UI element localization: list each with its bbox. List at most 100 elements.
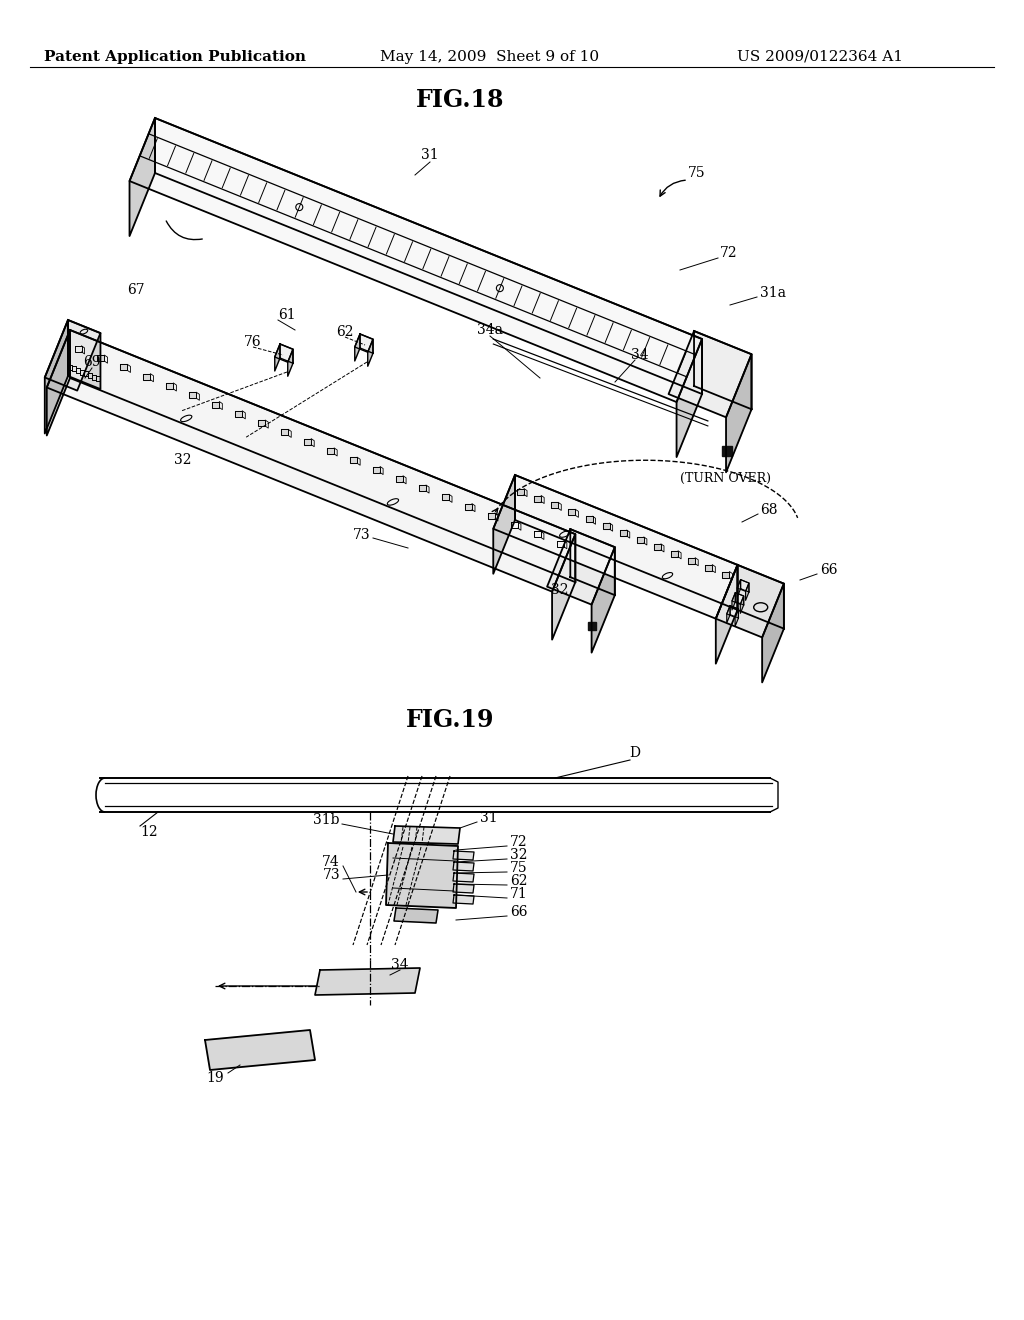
Polygon shape xyxy=(547,529,614,605)
Text: 62: 62 xyxy=(336,325,353,339)
Polygon shape xyxy=(315,968,420,995)
Polygon shape xyxy=(97,355,104,362)
Text: 68: 68 xyxy=(760,503,777,517)
Text: 12: 12 xyxy=(140,825,158,840)
Polygon shape xyxy=(677,339,702,457)
Polygon shape xyxy=(354,334,360,360)
Text: 72: 72 xyxy=(510,836,527,849)
Polygon shape xyxy=(735,609,738,626)
Polygon shape xyxy=(394,908,438,923)
Text: 75: 75 xyxy=(688,166,706,180)
Text: 62: 62 xyxy=(510,874,527,888)
Polygon shape xyxy=(45,319,68,433)
Text: 73: 73 xyxy=(323,869,340,882)
Text: 74: 74 xyxy=(323,855,340,869)
Polygon shape xyxy=(517,488,524,495)
Polygon shape xyxy=(637,537,644,543)
Polygon shape xyxy=(354,334,373,352)
Polygon shape xyxy=(727,606,730,623)
Polygon shape xyxy=(453,873,474,882)
Polygon shape xyxy=(534,532,541,537)
Text: 71: 71 xyxy=(510,887,527,902)
Text: 31b: 31b xyxy=(313,813,340,828)
Polygon shape xyxy=(212,401,219,408)
Polygon shape xyxy=(722,446,732,455)
Polygon shape xyxy=(723,572,729,578)
Polygon shape xyxy=(205,1030,315,1071)
Polygon shape xyxy=(453,884,474,894)
Text: 32: 32 xyxy=(174,453,191,467)
Polygon shape xyxy=(716,565,737,664)
Text: 31: 31 xyxy=(421,148,439,162)
Polygon shape xyxy=(68,319,100,389)
Polygon shape xyxy=(694,331,752,409)
Text: 31a: 31a xyxy=(760,286,786,300)
Text: FIG.18: FIG.18 xyxy=(416,88,504,112)
Polygon shape xyxy=(669,331,752,417)
Polygon shape xyxy=(740,579,749,593)
Polygon shape xyxy=(75,346,82,352)
Polygon shape xyxy=(740,597,743,614)
Polygon shape xyxy=(551,503,558,508)
Text: 61: 61 xyxy=(278,308,296,322)
Polygon shape xyxy=(494,475,737,619)
Polygon shape xyxy=(350,457,357,463)
Text: D: D xyxy=(630,746,640,760)
Polygon shape xyxy=(737,579,749,591)
Polygon shape xyxy=(568,510,575,515)
Polygon shape xyxy=(155,117,702,393)
Text: FIG.19: FIG.19 xyxy=(406,708,495,733)
Polygon shape xyxy=(488,513,495,519)
Polygon shape xyxy=(688,558,695,564)
Text: 76: 76 xyxy=(244,335,262,348)
Polygon shape xyxy=(762,583,784,682)
Polygon shape xyxy=(557,541,564,546)
Text: 72: 72 xyxy=(720,246,737,260)
Text: 19: 19 xyxy=(206,1071,224,1085)
Polygon shape xyxy=(386,843,458,908)
Polygon shape xyxy=(716,565,784,638)
Polygon shape xyxy=(258,420,265,426)
Polygon shape xyxy=(236,411,243,417)
Polygon shape xyxy=(586,516,593,523)
Polygon shape xyxy=(328,447,334,454)
Text: 34a: 34a xyxy=(477,323,503,337)
Polygon shape xyxy=(280,345,293,363)
Polygon shape xyxy=(189,392,197,399)
Text: Patent Application Publication: Patent Application Publication xyxy=(44,50,306,63)
Polygon shape xyxy=(465,504,472,510)
Polygon shape xyxy=(745,583,749,601)
Polygon shape xyxy=(620,531,627,536)
Polygon shape xyxy=(373,466,380,473)
Polygon shape xyxy=(70,330,575,582)
Polygon shape xyxy=(592,548,614,652)
Polygon shape xyxy=(442,495,449,500)
Polygon shape xyxy=(494,475,515,574)
Polygon shape xyxy=(368,339,373,366)
Polygon shape xyxy=(129,117,155,236)
Polygon shape xyxy=(735,593,743,605)
Polygon shape xyxy=(360,334,373,354)
Polygon shape xyxy=(274,345,293,362)
Polygon shape xyxy=(274,345,280,371)
Polygon shape xyxy=(737,579,740,597)
Polygon shape xyxy=(726,354,752,473)
Polygon shape xyxy=(304,438,311,445)
Polygon shape xyxy=(129,117,702,403)
Polygon shape xyxy=(552,535,575,640)
Text: 32: 32 xyxy=(510,847,527,862)
Polygon shape xyxy=(282,429,288,436)
Polygon shape xyxy=(47,330,70,436)
Polygon shape xyxy=(732,593,735,610)
Polygon shape xyxy=(706,565,713,570)
Text: 32: 32 xyxy=(551,583,568,597)
Text: 34: 34 xyxy=(391,958,409,972)
Polygon shape xyxy=(453,862,474,871)
Polygon shape xyxy=(730,606,738,618)
Polygon shape xyxy=(654,544,660,550)
Polygon shape xyxy=(511,523,518,528)
Polygon shape xyxy=(45,319,100,391)
Polygon shape xyxy=(288,350,293,376)
Polygon shape xyxy=(588,622,596,630)
Polygon shape xyxy=(535,495,541,502)
